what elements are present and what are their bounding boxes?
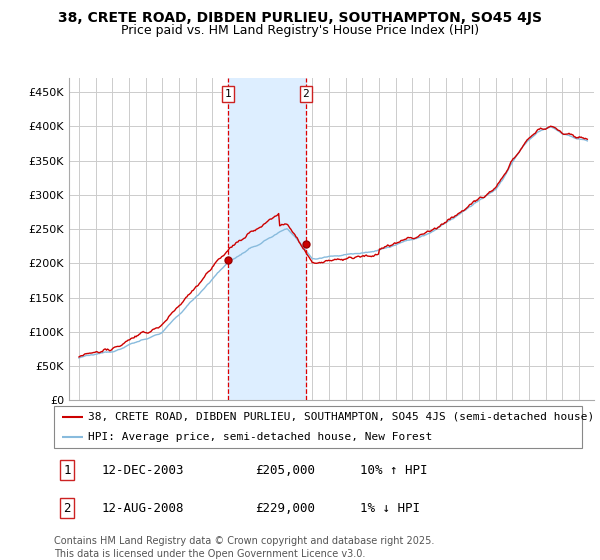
Text: Price paid vs. HM Land Registry's House Price Index (HPI): Price paid vs. HM Land Registry's House … xyxy=(121,24,479,36)
Text: Contains HM Land Registry data © Crown copyright and database right 2025.
This d: Contains HM Land Registry data © Crown c… xyxy=(54,536,434,559)
Text: HPI: Average price, semi-detached house, New Forest: HPI: Average price, semi-detached house,… xyxy=(88,432,433,442)
Text: 10% ↑ HPI: 10% ↑ HPI xyxy=(360,464,428,477)
Bar xyxy=(228,78,306,400)
Text: 38, CRETE ROAD, DIBDEN PURLIEU, SOUTHAMPTON, SO45 4JS (semi-detached house): 38, CRETE ROAD, DIBDEN PURLIEU, SOUTHAMP… xyxy=(88,412,595,422)
Text: 2: 2 xyxy=(64,502,71,515)
Text: 12-AUG-2008: 12-AUG-2008 xyxy=(101,502,184,515)
Text: 2: 2 xyxy=(302,89,310,99)
Text: 38, CRETE ROAD, DIBDEN PURLIEU, SOUTHAMPTON, SO45 4JS: 38, CRETE ROAD, DIBDEN PURLIEU, SOUTHAMP… xyxy=(58,11,542,25)
Text: £229,000: £229,000 xyxy=(254,502,314,515)
Text: 1: 1 xyxy=(225,89,232,99)
Text: £205,000: £205,000 xyxy=(254,464,314,477)
Text: 1: 1 xyxy=(64,464,71,477)
Text: 12-DEC-2003: 12-DEC-2003 xyxy=(101,464,184,477)
Text: 1% ↓ HPI: 1% ↓ HPI xyxy=(360,502,420,515)
FancyBboxPatch shape xyxy=(54,406,582,448)
